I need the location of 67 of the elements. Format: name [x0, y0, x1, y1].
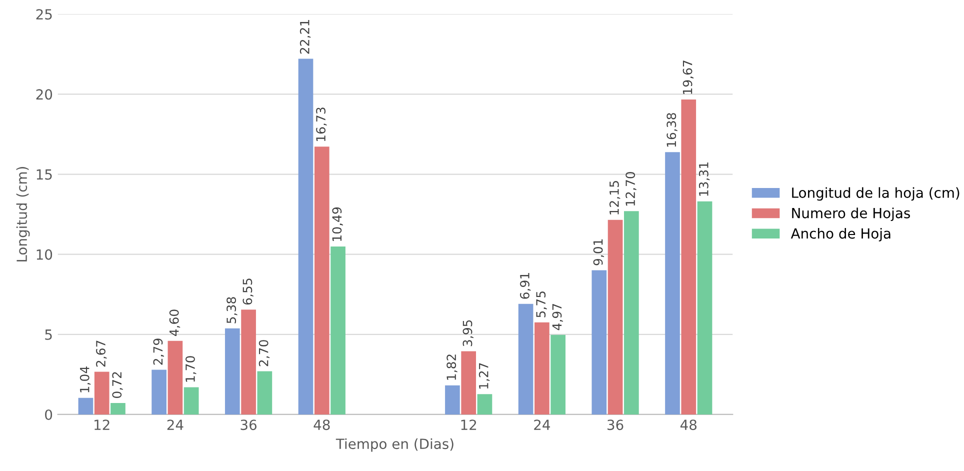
data-label: 12,70 — [626, 172, 636, 206]
bar — [224, 328, 240, 414]
data-label: 5,75 — [536, 291, 547, 318]
bar — [550, 334, 566, 414]
data-label: 1,04 — [80, 366, 91, 392]
data-label: 10,49 — [332, 207, 343, 241]
x-tick-label: 48 — [314, 420, 330, 430]
y-tick-label: 10 — [36, 249, 52, 260]
data-label: 4,97 — [552, 304, 563, 330]
bar — [257, 371, 272, 414]
x-tick-label: 12 — [461, 420, 476, 430]
legend-label: Longitud de la hoja (cm) — [792, 187, 960, 201]
data-label: 19,67 — [682, 60, 694, 94]
bar — [241, 310, 256, 414]
x-tick-label: 24 — [167, 420, 184, 430]
x-tick-label: 24 — [534, 420, 550, 430]
data-label: 3,95 — [462, 320, 474, 346]
y-axis-title: Longitud (cm) — [16, 167, 30, 262]
bar — [184, 387, 199, 414]
data-label: 1,82 — [446, 354, 458, 380]
bar — [461, 351, 476, 414]
data-label: 16,73 — [316, 108, 327, 142]
bar — [608, 220, 623, 414]
bar — [518, 304, 534, 414]
x-tick-label: 36 — [608, 420, 624, 430]
y-tick-label: 5 — [45, 330, 52, 340]
data-label: 2,67 — [96, 340, 107, 367]
bar — [168, 340, 183, 414]
bar — [330, 246, 346, 414]
data-label: 5,38 — [226, 297, 238, 324]
bar — [681, 99, 696, 414]
bar — [314, 146, 330, 414]
y-tick-label: 0 — [45, 409, 52, 420]
data-label: 2,79 — [153, 338, 164, 365]
data-label: 1,27 — [478, 363, 490, 389]
bar — [697, 201, 712, 414]
data-label: 2,70 — [258, 340, 270, 366]
y-tick-label: 25 — [36, 9, 52, 20]
x-axis-title: Tiempo en (Dias) — [336, 438, 454, 452]
bar — [624, 211, 639, 414]
bar — [534, 322, 550, 414]
x-tick-label: 36 — [240, 420, 257, 430]
bar — [665, 152, 680, 414]
legend-label: Ancho de Hoja — [790, 228, 890, 242]
data-label: 22,21 — [300, 20, 311, 54]
bar — [445, 385, 460, 414]
data-label: 6,55 — [242, 278, 254, 305]
bar — [592, 270, 607, 414]
bar — [477, 394, 492, 414]
bar — [298, 58, 314, 414]
data-label: 0,72 — [112, 372, 123, 398]
bar — [94, 372, 110, 414]
data-label: 6,91 — [520, 272, 531, 299]
data-label: 4,60 — [169, 310, 180, 336]
x-tick-label: 48 — [680, 420, 697, 430]
data-label: 1,70 — [186, 356, 196, 382]
y-tick-label: 20 — [36, 89, 52, 100]
data-label: 12,15 — [609, 181, 620, 214]
legend-label: Numero de Hojas — [792, 208, 910, 222]
data-label: 9,01 — [593, 239, 604, 266]
data-label: 13,31 — [698, 162, 710, 196]
bar — [78, 398, 94, 414]
y-tick-label: 15 — [36, 169, 52, 180]
bar — [152, 370, 166, 414]
x-tick-label: 12 — [94, 420, 110, 430]
data-label: 16,38 — [666, 113, 678, 147]
bar — [110, 402, 126, 414]
